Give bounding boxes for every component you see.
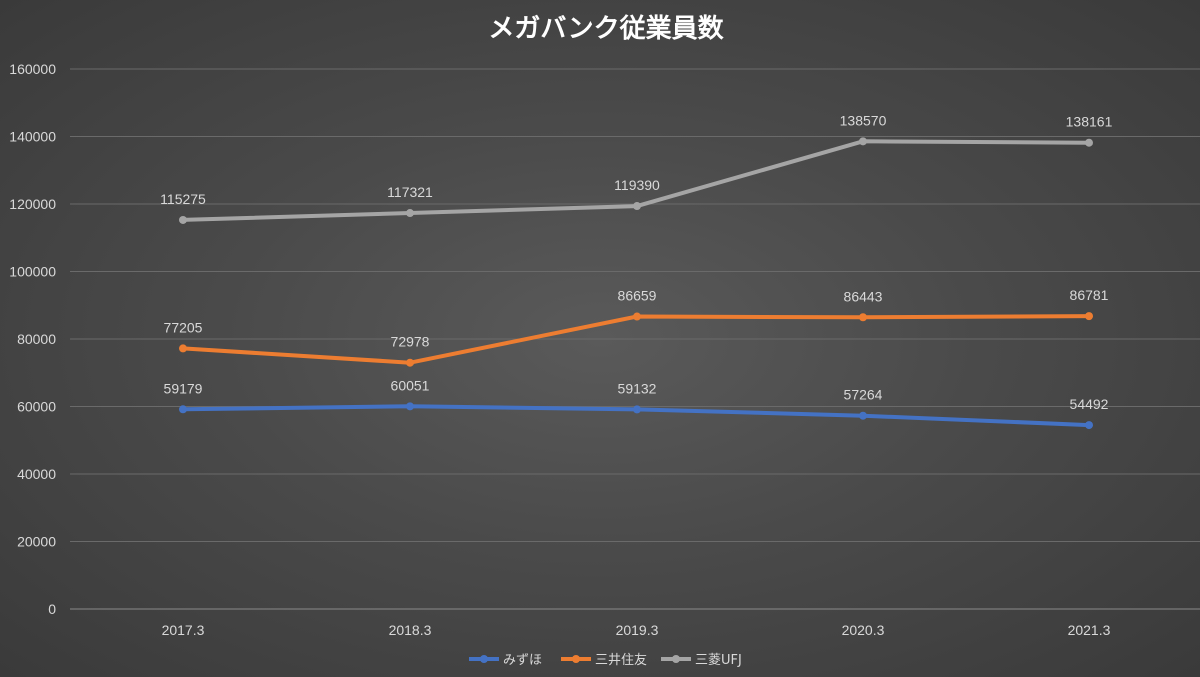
x-axis-ticks: 2017.3 2018.3 2019.3 2020.3 2021.3 (162, 622, 1111, 638)
data-point (1085, 312, 1093, 321)
x-tick-label: 2017.3 (162, 622, 205, 638)
legend-marker (480, 655, 488, 663)
data-label: 86443 (844, 288, 883, 304)
data-label: 72978 (391, 334, 430, 350)
data-point (179, 215, 187, 224)
chart-title: メガバンク従業員数 (488, 14, 724, 44)
data-label: 57264 (844, 387, 883, 403)
data-label: 115275 (160, 191, 206, 207)
data-point (1085, 421, 1093, 430)
data-point (633, 202, 641, 211)
legend-label: 三井住友 (595, 652, 647, 668)
y-tick-label: 40000 (17, 466, 56, 482)
x-tick-label: 2019.3 (616, 622, 659, 638)
data-label: 59179 (164, 380, 203, 396)
data-point (179, 405, 187, 414)
y-tick-label: 80000 (17, 331, 56, 347)
data-point (1085, 138, 1093, 147)
data-label: 119390 (614, 177, 660, 193)
y-tick-label: 140000 (9, 129, 56, 145)
data-label: 86781 (1070, 287, 1109, 303)
data-point (406, 358, 414, 367)
legend-marker (572, 655, 580, 663)
y-tick-label: 160000 (9, 61, 56, 77)
data-point (633, 405, 641, 414)
data-label: 138570 (840, 112, 887, 128)
legend: みずほ 三井住友 三菱UFJ (469, 652, 742, 668)
data-labels: 59179 60051 59132 57264 54492 77205 72978 86659… (160, 112, 1112, 412)
data-label: 138161 (1066, 114, 1113, 130)
legend-marker (672, 655, 680, 663)
legend-label: みずほ (503, 653, 542, 668)
data-label: 86659 (618, 288, 657, 304)
data-point (859, 411, 867, 420)
y-tick-label: 0 (48, 601, 56, 617)
data-label: 59132 (618, 380, 657, 396)
y-axis-ticks: 0 20000 40000 60000 80000 100000 120000 140000 1… (9, 61, 56, 617)
data-point (179, 344, 187, 353)
y-tick-label: 120000 (9, 196, 56, 212)
data-label: 117321 (387, 184, 433, 200)
data-label: 60051 (391, 377, 430, 393)
data-point (633, 312, 641, 321)
y-tick-label: 100000 (9, 264, 56, 280)
y-tick-label: 60000 (17, 399, 56, 415)
x-tick-label: 2021.3 (1068, 622, 1111, 638)
series-lines (179, 137, 1093, 430)
data-label: 77205 (164, 319, 203, 335)
data-point (406, 402, 414, 411)
data-point (859, 137, 867, 146)
x-tick-label: 2018.3 (389, 622, 432, 638)
legend-label: 三菱UFJ (695, 653, 742, 668)
y-tick-label: 20000 (17, 534, 56, 550)
x-tick-label: 2020.3 (842, 622, 885, 638)
data-point (859, 313, 867, 322)
gridlines (70, 68, 1200, 610)
data-label: 54492 (1070, 396, 1109, 412)
data-point (406, 209, 414, 218)
